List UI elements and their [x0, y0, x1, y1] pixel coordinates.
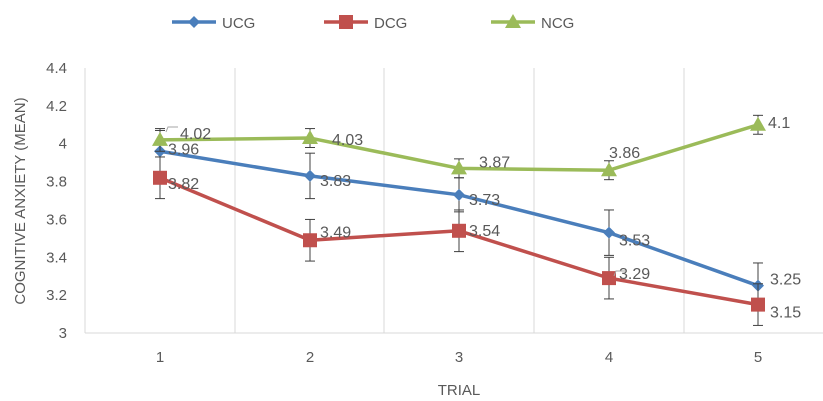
data-point-dcg — [452, 223, 466, 238]
legend-marker — [505, 14, 521, 28]
y-tick-label: 3 — [59, 325, 67, 342]
data-label-ucg: 3.25 — [770, 272, 801, 289]
legend-item-ncg: NCG — [491, 14, 574, 32]
y-tick-label: 3.6 — [46, 211, 67, 228]
legend-marker — [188, 16, 200, 28]
data-label-ncg: 4.02 — [180, 126, 211, 143]
data-label-ncg: 3.86 — [609, 145, 640, 162]
data-point-dcg — [602, 271, 616, 286]
leader-line — [613, 270, 626, 277]
y-tick-label: 4 — [59, 136, 67, 153]
data-label-dcg: 3.15 — [770, 305, 801, 322]
legend: UCG DCG NCG — [172, 14, 574, 32]
data-label-ucg: 3.73 — [469, 192, 500, 209]
vertical-gridlines — [84, 68, 685, 333]
data-label-ucg: 3.83 — [320, 173, 351, 190]
x-tick-label: 5 — [754, 349, 762, 366]
y-tick-label: 3.2 — [46, 287, 67, 304]
data-label-dcg: 3.49 — [320, 224, 351, 241]
data-point-ncg — [302, 130, 318, 145]
axes: 3 3.2 3.4 3.6 3.8 4 4.2 4.4 1 2 3 4 5 — [46, 60, 823, 366]
legend-label: NCG — [541, 15, 574, 32]
data-point-ncg — [152, 131, 168, 146]
y-tick-label: 3.4 — [46, 249, 67, 266]
y-tick-label: 3.8 — [46, 174, 67, 191]
data-label-ncg: 4.1 — [768, 115, 790, 132]
data-label-ucg: 3.96 — [168, 141, 199, 158]
data-label-ncg: 4.03 — [332, 132, 363, 149]
data-point-ncg — [750, 116, 766, 131]
data-label-dcg: 3.82 — [168, 176, 199, 193]
leader-line — [165, 126, 178, 133]
legend-item-dcg: DCG — [324, 15, 407, 32]
legend-label: UCG — [222, 15, 255, 32]
data-point-ucg — [603, 226, 615, 239]
legend-marker — [339, 15, 353, 29]
x-tick-label: 2 — [306, 349, 314, 366]
data-point-ncg — [601, 162, 617, 177]
data-point-ucg — [304, 169, 316, 182]
x-tick-label: 1 — [156, 349, 164, 366]
data-point-ucg — [453, 188, 465, 201]
series-ncg — [152, 114, 766, 181]
data-label-ncg: 3.87 — [479, 154, 510, 171]
data-point-dcg — [303, 233, 317, 248]
legend-item-ucg: UCG — [172, 15, 255, 32]
x-axis-title: TRIAL — [438, 382, 481, 399]
data-point-dcg — [751, 297, 765, 312]
series-layer — [152, 114, 766, 326]
y-axis-title: COGNITIVE ANXIETY (MEAN) — [12, 97, 29, 304]
y-tick-label: 4.4 — [46, 60, 67, 77]
legend-label: DCG — [374, 15, 407, 32]
data-point-dcg — [153, 170, 167, 185]
data-label-dcg: 3.54 — [469, 223, 500, 240]
y-tick-label: 4.2 — [46, 98, 67, 115]
x-tick-label: 4 — [605, 349, 613, 366]
series-dcg — [153, 156, 765, 326]
data-label-ucg: 3.53 — [619, 233, 650, 250]
x-tick-label: 3 — [455, 349, 463, 366]
data-point-ncg — [451, 160, 467, 175]
data-labels: 3.96 3.83 3.73 3.53 3.25 3.82 3.49 3.54 3.29 3.15… — [165, 115, 801, 322]
data-label-dcg: 3.29 — [619, 266, 650, 283]
